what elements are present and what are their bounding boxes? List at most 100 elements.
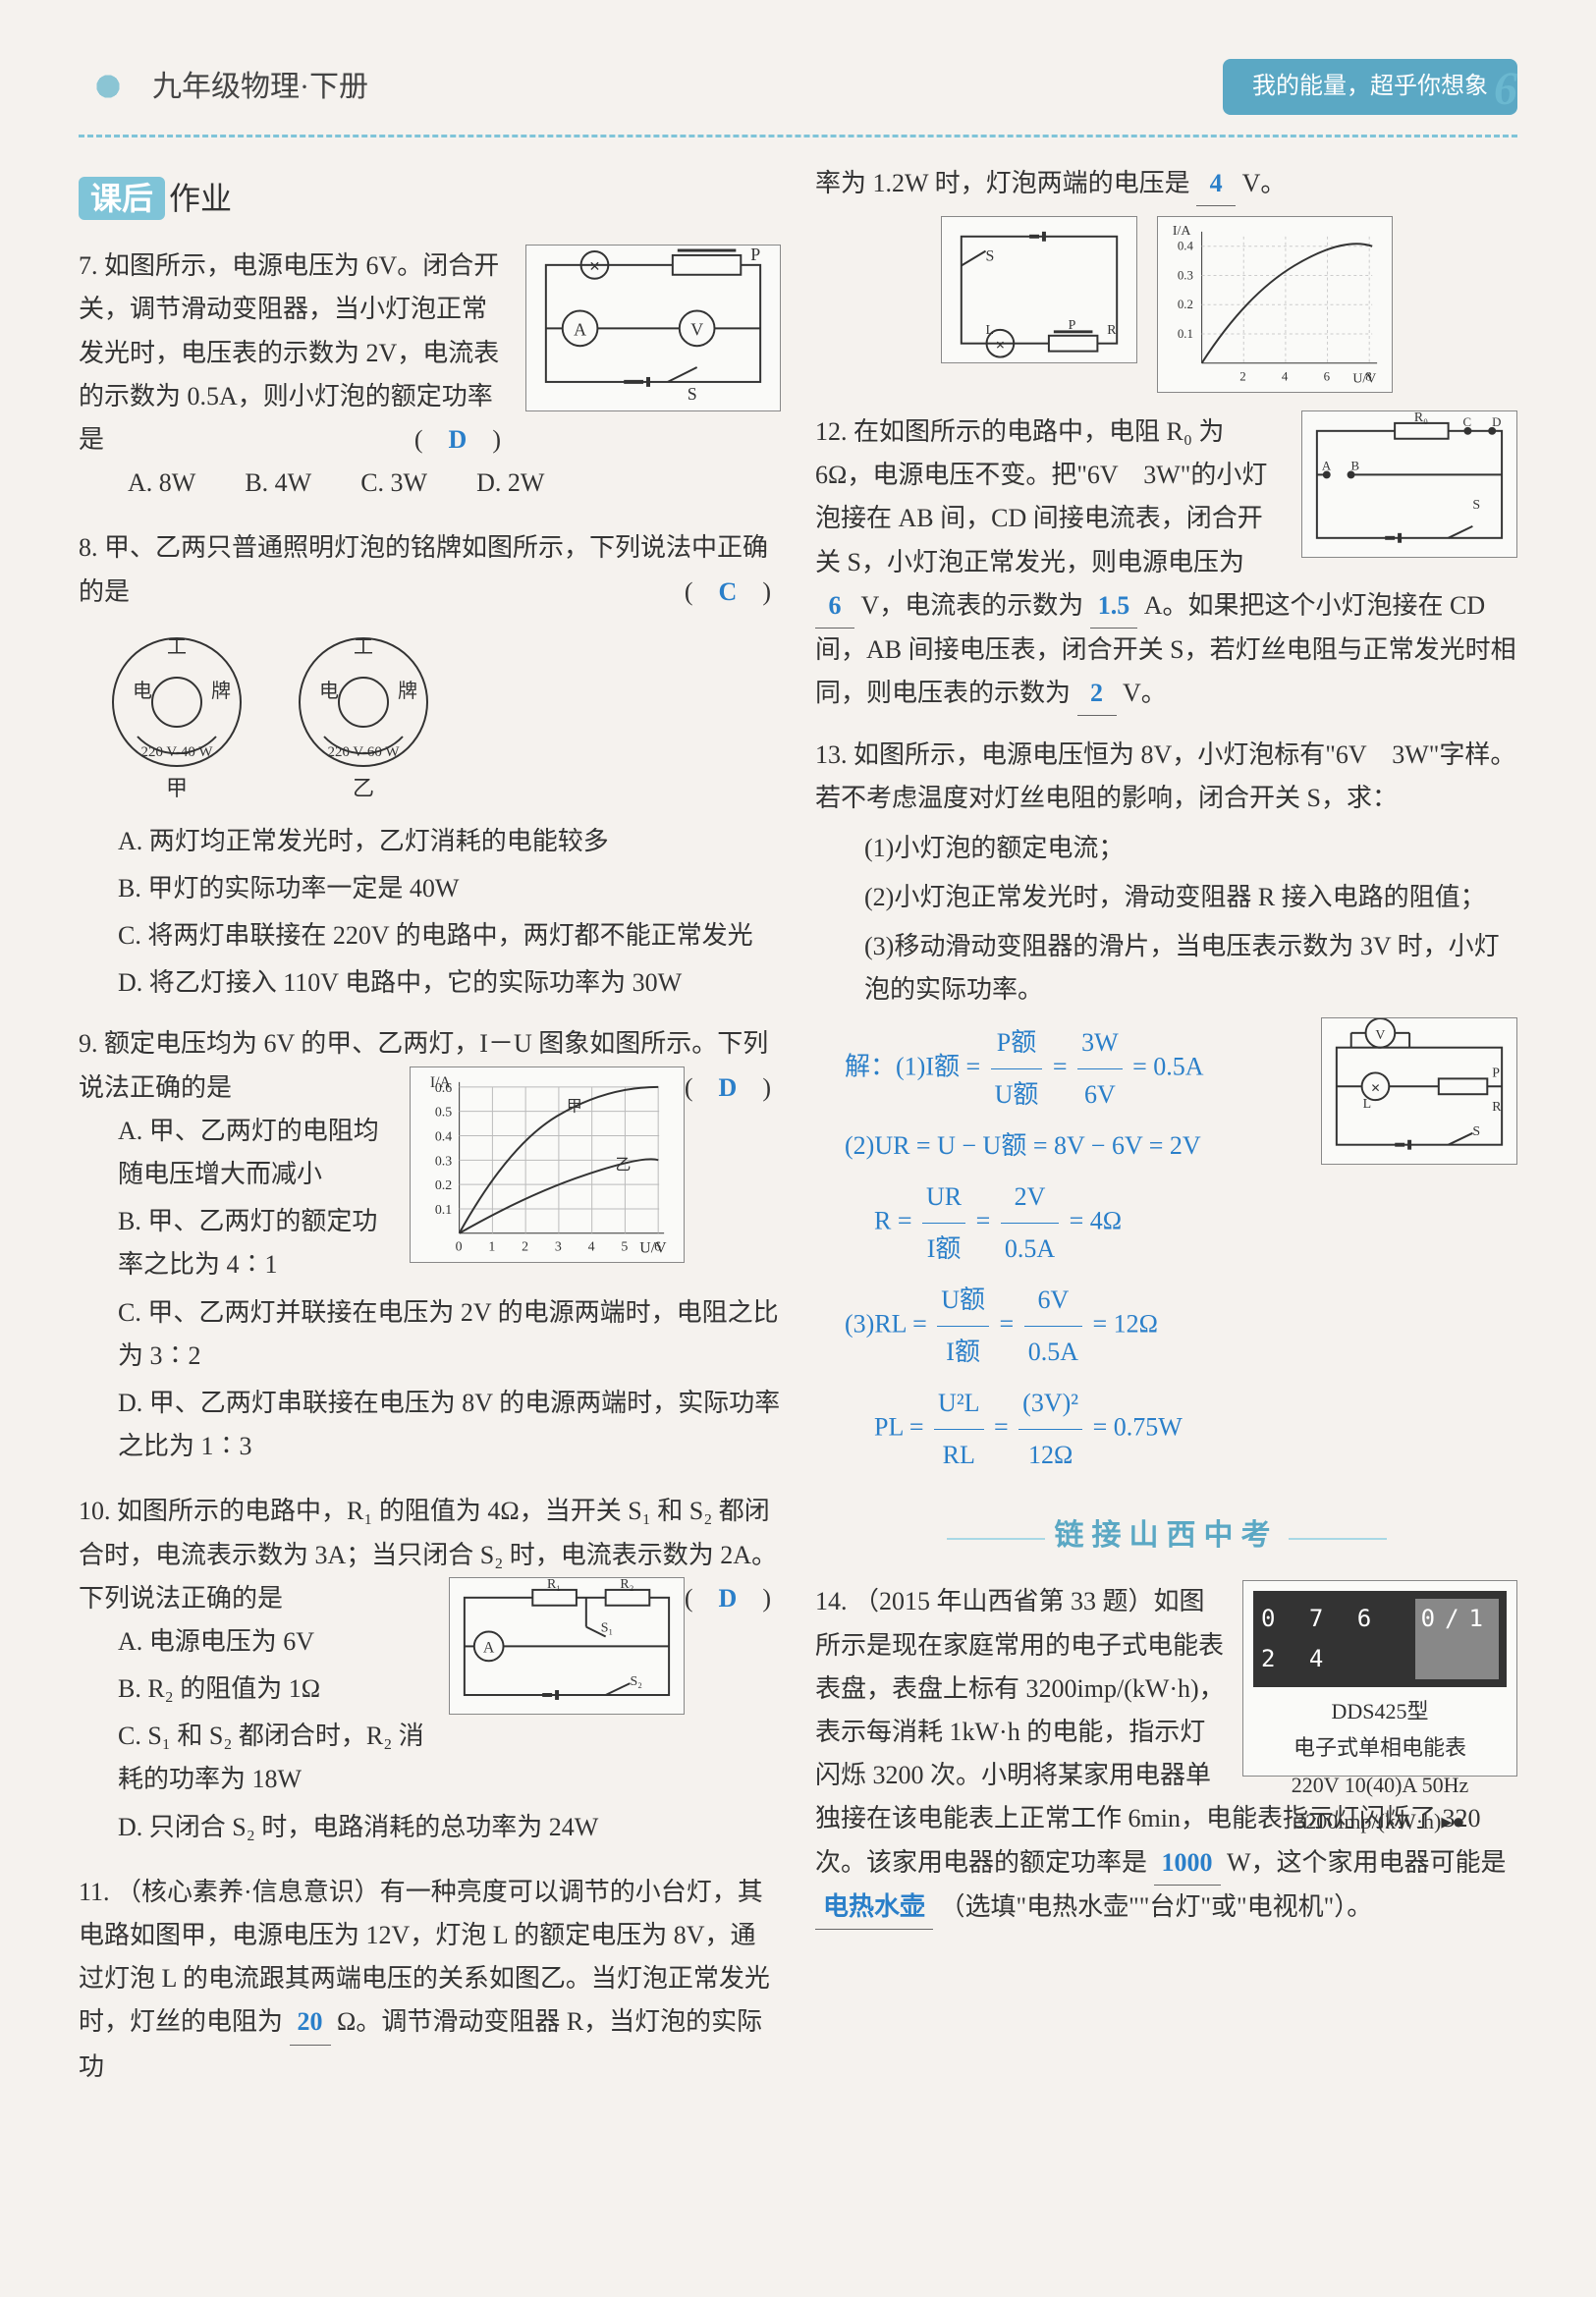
meter-line-2: 220V 10(40)A 50Hz: [1253, 1767, 1507, 1803]
q7-answer-paren: ( D ): [414, 418, 501, 462]
circuit-diagram-7: ✕PAVS: [525, 245, 781, 411]
svg-text:乙: 乙: [615, 1157, 631, 1174]
q8-opt-a: A. 两灯均正常发光时，乙灯消耗的电能较多: [118, 820, 781, 863]
svg-text:L: L: [1363, 1097, 1371, 1112]
left-column: 课后作业 ✕PAVS 7. 如图所示，电源电压为 6V。闭合开关，调节滑动变阻器…: [79, 162, 781, 2106]
svg-text:0.5: 0.5: [435, 1105, 452, 1120]
q9-answer: D: [719, 1073, 738, 1102]
svg-text:A: A: [574, 319, 586, 339]
q11-text-end: V。: [1242, 169, 1287, 197]
question-8: 8. 甲、乙两只普通照明灯泡的铭牌如图所示，下列说法中正确的是 ( C ) 工电…: [79, 526, 781, 1005]
q11-number: 11.: [79, 1878, 110, 1906]
page-header: 九年级物理·下册 我的能量，超乎你想象: [79, 59, 1517, 115]
title-fg: 作业: [169, 181, 232, 216]
q12-text-end: V。: [1123, 679, 1167, 707]
q7-answer: D: [449, 425, 468, 454]
q10-opt-c: C. S₁ 和 S₂ 都闭合时，R₂ 消耗的功率为 18W: [118, 1715, 781, 1801]
svg-text:0.4: 0.4: [435, 1129, 452, 1144]
q12-text-mid1: V，电流表的示数为: [861, 591, 1084, 620]
q7-opt-d: D. 2W: [476, 462, 544, 505]
svg-text:P: P: [1492, 1066, 1500, 1080]
q9-opt-d: D. 甲、乙两灯串联接在电压为 8V 的电源两端时，实际功率之比为 1∶3: [118, 1382, 781, 1468]
q11-answer-2: 4: [1196, 162, 1236, 206]
q13-text: 如图所示，电源电压恒为 8V，小灯泡标有"6V 3W"字样。若不考虑温度对灯丝电…: [815, 740, 1515, 812]
q12-answer-1: 6: [815, 584, 854, 629]
svg-text:甲: 甲: [567, 1098, 582, 1115]
svg-text:C: C: [1462, 415, 1471, 429]
svg-text:A: A: [1322, 459, 1332, 472]
sol-line-4: PL = U²LRL = (3V)²12Ω = 0.75W: [845, 1378, 1517, 1481]
title-bg: 课后: [79, 177, 165, 220]
question-9: 9. 额定电压均为 6V 的甲、乙两灯，I－U 图象如图所示。下列说法正确的是 …: [79, 1022, 781, 1472]
svg-text:电: 电: [133, 680, 152, 702]
svg-text:乙: 乙: [1275, 391, 1293, 392]
svg-text:0: 0: [456, 1239, 463, 1254]
q8-answer-paren: ( C ): [685, 571, 771, 614]
svg-text:220 V-60 W: 220 V-60 W: [327, 744, 400, 760]
question-11-cont: 率为 1.2W 时，灯泡两端的电压是 4 V。 S✕LPR甲 I/AU/V0.1…: [815, 162, 1517, 393]
svg-text:2: 2: [1239, 370, 1245, 384]
sol-line-2b: R = URI额 = 2V0.5A = 4Ω: [845, 1172, 1517, 1275]
svg-text:6: 6: [654, 1239, 661, 1254]
svg-text:乙: 乙: [353, 776, 374, 800]
q12-answer-3: 2: [1077, 672, 1117, 716]
svg-text:R: R: [1107, 322, 1117, 337]
circuit-diagram-12: R₀CDABS: [1301, 410, 1517, 558]
q14-answer-1: 1000: [1154, 1841, 1221, 1886]
q8-opt-b: B. 甲灯的实际功率一定是 40W: [118, 867, 781, 910]
svg-text:4: 4: [1281, 370, 1288, 384]
svg-text:S: S: [688, 384, 697, 404]
q11-text-cont: 率为 1.2W 时，灯泡两端的电压是: [815, 169, 1190, 197]
svg-text:0.6: 0.6: [435, 1080, 452, 1095]
svg-text:工: 工: [354, 636, 373, 658]
svg-text:3: 3: [555, 1239, 562, 1254]
svg-text:220 V-40 W: 220 V-40 W: [140, 744, 213, 760]
header-divider: [79, 135, 1517, 137]
meter-digits: 0 7 6 2 40/1: [1253, 1591, 1507, 1687]
q10-answer: D: [719, 1584, 738, 1613]
q9-opt-c: C. 甲、乙两灯并联接在电压为 2V 的电源两端时，电阻之比为 3∶2: [118, 1291, 781, 1378]
q14-answer-2: 电热水壶: [815, 1886, 933, 1930]
q12-text-pre: 在如图所示的电路中，电阻 R₀ 为 6Ω，电源电压不变。把"6V 3W"的小灯泡…: [815, 417, 1267, 576]
q14-text-end: （选填"电热水壶""台灯"或"电视机"）。: [940, 1892, 1373, 1921]
svg-text:S: S: [985, 248, 994, 265]
q14-number: 14.: [815, 1587, 848, 1615]
svg-text:✕: ✕: [995, 339, 1005, 353]
exam-section-title: 链接山西中考: [815, 1510, 1517, 1560]
svg-text:0.1: 0.1: [1177, 327, 1192, 341]
svg-text:P: P: [750, 246, 760, 264]
svg-text:R₂: R₂: [620, 1578, 633, 1592]
svg-text:1: 1: [488, 1239, 495, 1254]
question-11: 11. （核心素养·信息意识）有一种亮度可以调节的小台灯，其电路如图甲，电源电压…: [79, 1871, 781, 2089]
homework-section-title: 课后作业: [79, 172, 232, 225]
sol-line-3: (3)RL = U额I额 = 6V0.5A = 12Ω: [845, 1275, 1517, 1378]
svg-text:L: L: [985, 322, 993, 337]
svg-text:S₁: S₁: [601, 1620, 614, 1635]
q7-opt-b: B. 4W: [245, 462, 311, 505]
svg-text:2: 2: [522, 1239, 528, 1254]
book-title: 九年级物理·下册: [152, 62, 368, 112]
svg-text:0.3: 0.3: [435, 1154, 452, 1169]
svg-text:V: V: [690, 319, 703, 339]
page-number: 6: [1494, 49, 1517, 130]
q11-answer-1: 20: [290, 2000, 331, 2045]
q9-number: 9.: [79, 1029, 98, 1058]
question-12: R₀CDABS 12. 在如图所示的电路中，电阻 R₀ 为 6Ω，电源电压不变。…: [815, 410, 1517, 716]
circuit-diagram-11: S✕LPR甲: [941, 216, 1137, 363]
question-14: 0 7 6 2 40/1 DDS425型 电子式单相电能表 220V 10(40…: [815, 1580, 1517, 1930]
iv-graph-9: I/AU/V0.10.20.30.40.50.60123456甲乙: [410, 1066, 685, 1263]
circuit-diagram-10: AR₁R₂S₁S₂: [449, 1577, 685, 1715]
question-7: ✕PAVS 7. 如图所示，电源电压为 6V。闭合开关，调节滑动变阻器，当小灯泡…: [79, 245, 781, 509]
q13-sub3: (3)移动滑动变阻器的滑片，当电压表示数为 3V 时，小灯泡的实际功率。: [815, 925, 1517, 1012]
question-13: 13. 如图所示，电源电压恒为 8V，小灯泡标有"6V 3W"字样。若不考虑温度…: [815, 734, 1517, 1481]
svg-text:✕: ✕: [1370, 1082, 1380, 1096]
q8-opt-c: C. 将两灯串联接在 220V 的电路中，两灯都不能正常发光: [118, 914, 781, 957]
header-badge: 我的能量，超乎你想象: [1223, 59, 1517, 115]
bulb-labels-diagram: 工电牌220 V-40 W甲工电牌220 V-60 W乙: [79, 624, 471, 810]
svg-text:P: P: [1068, 317, 1075, 332]
svg-text:S: S: [1472, 1123, 1480, 1138]
svg-text:0.2: 0.2: [1177, 298, 1192, 311]
svg-text:0.4: 0.4: [1177, 240, 1193, 253]
q12-answer-2: 1.5: [1090, 584, 1138, 629]
svg-text:8: 8: [1365, 370, 1371, 384]
